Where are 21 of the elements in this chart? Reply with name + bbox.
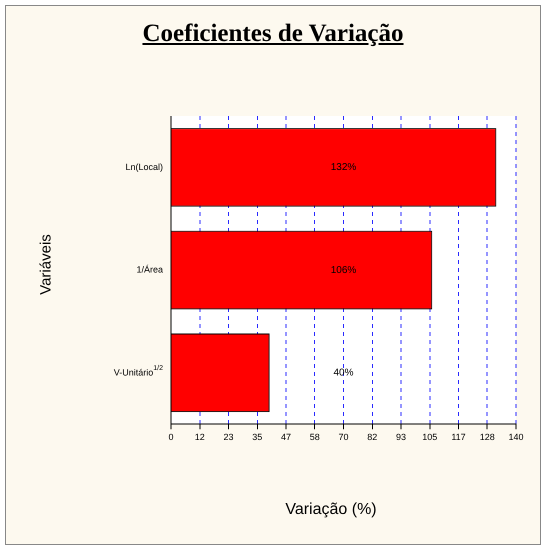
data-label: 40%	[333, 368, 354, 379]
x-tick-label: 105	[422, 432, 438, 442]
x-tick-label: 58	[310, 432, 320, 442]
y-tick-label: 1/Área	[136, 264, 164, 275]
data-label: 106%	[330, 264, 356, 276]
x-tick-label: 70	[338, 432, 349, 442]
x-axis-title: Variação (%)	[284, 501, 378, 519]
y-axis-title: Variáveis	[38, 233, 54, 297]
x-tick-label: 128	[480, 432, 495, 442]
x-tick-label: 47	[281, 432, 292, 442]
x-tick-label: 140	[508, 432, 524, 442]
data-label: 132%	[330, 162, 356, 174]
chart-title: Coeficientes de Variação	[141, 20, 405, 48]
y-tick-label: Ln(Local)	[125, 162, 164, 172]
x-tick-label: 23	[223, 432, 234, 442]
x-tick-label: 12	[194, 432, 205, 442]
x-tick-label: 117	[451, 432, 466, 442]
x-tick-label: 35	[252, 432, 262, 442]
x-tick-label: 93	[396, 432, 406, 442]
x-tick-label: 0	[168, 432, 174, 442]
x-tick-label: 82	[367, 432, 378, 442]
